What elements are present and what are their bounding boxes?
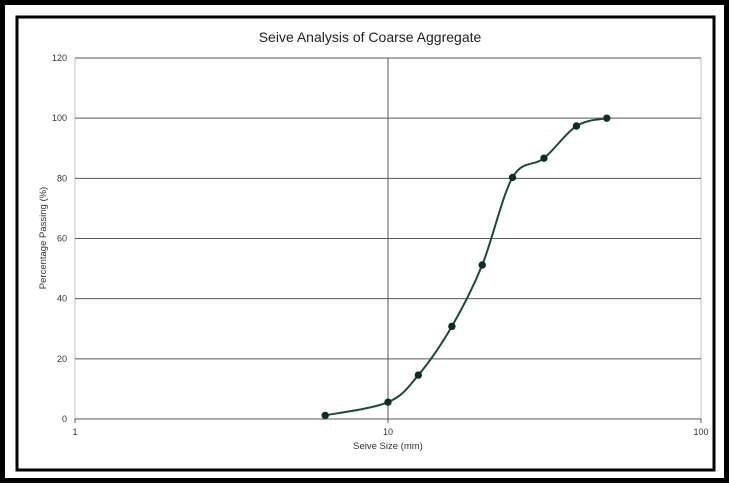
y-tick-label: 60 xyxy=(57,234,67,244)
chart-title: Seive Analysis of Coarse Aggregate xyxy=(259,29,482,45)
data-point xyxy=(321,411,329,420)
y-tick-label: 100 xyxy=(52,113,67,123)
y-tick-label: 40 xyxy=(57,294,67,304)
x-tick-label: 1 xyxy=(72,427,77,437)
gridlines xyxy=(75,57,701,419)
y-tick-label: 80 xyxy=(57,173,67,183)
data-point xyxy=(508,173,517,182)
x-tick-label: 10 xyxy=(383,427,393,437)
data-point xyxy=(478,261,486,269)
y-tick-label: 20 xyxy=(57,354,67,364)
data-point xyxy=(603,114,611,122)
data-point xyxy=(448,322,456,331)
data-point xyxy=(540,154,548,162)
y-axis-label: Percentage Passing (%) xyxy=(38,187,49,289)
data-point xyxy=(384,398,392,406)
y-tick-label: 0 xyxy=(62,414,67,424)
inner-border xyxy=(15,15,716,472)
x-axis-label: Seive Size (mm) xyxy=(353,441,423,452)
series-group xyxy=(321,114,611,420)
x-tick-label: 100 xyxy=(693,427,708,437)
y-tick-label: 120 xyxy=(52,53,67,63)
labels: Seive Analysis of Coarse Aggregate Seive… xyxy=(38,29,482,452)
data-point xyxy=(572,122,581,130)
data-point xyxy=(414,371,423,379)
